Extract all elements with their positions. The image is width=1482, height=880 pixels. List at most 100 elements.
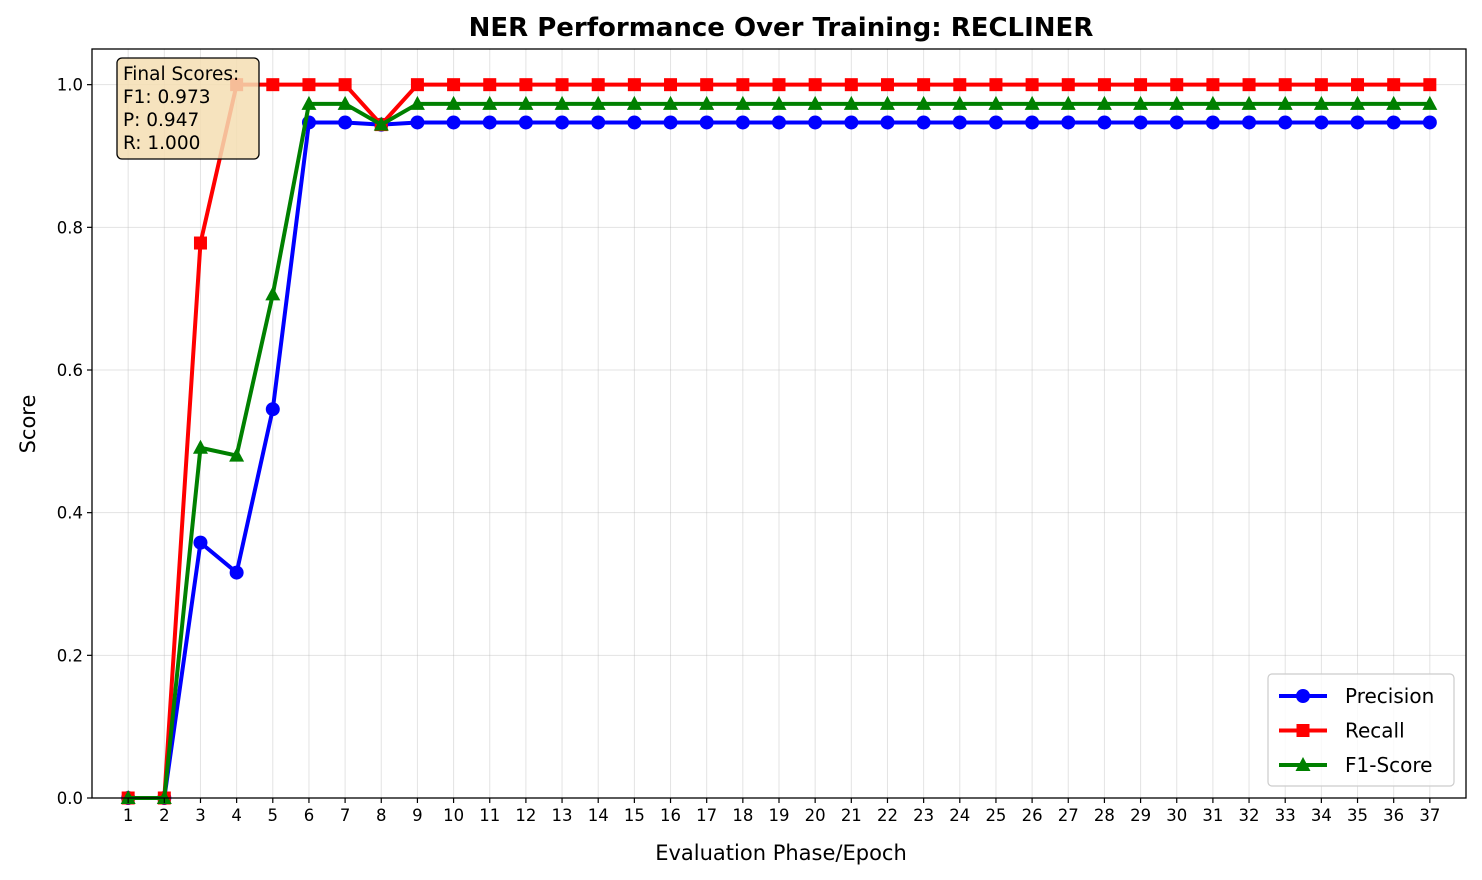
annotation-line-1: Final Scores: (123, 64, 239, 85)
x-axis: 1 2 3 4 5 6 7 8 9 10 11 12 13 14 15 16 17 18 19 20 21 22 23 24 2… (123, 798, 1440, 825)
precision-point (555, 115, 570, 130)
f1-score-point (229, 447, 245, 462)
f1-score-point (879, 95, 895, 110)
x-tick-label: 29 (1130, 806, 1151, 825)
f1-score-point (301, 95, 317, 110)
legend-marker-precision (1296, 689, 1310, 703)
legend: Precision Recall F1-Score (1267, 673, 1455, 787)
x-tick-label: 15 (624, 806, 645, 825)
recall-point (266, 78, 280, 92)
f1-score-point (482, 95, 498, 110)
recall-point (989, 78, 1003, 92)
recall-point (1097, 78, 1111, 92)
recall-point (1025, 78, 1039, 92)
precision-point (1133, 115, 1148, 130)
precision-point (699, 115, 714, 130)
f1-score-point (807, 95, 823, 110)
precision-point (1278, 115, 1293, 130)
precision-point (338, 115, 353, 130)
recall-point (880, 78, 894, 92)
x-tick-label: 13 (552, 806, 573, 825)
legend-label-precision: Precision (1345, 684, 1434, 708)
legend-label-f1-score: F1-Score (1345, 753, 1432, 777)
x-tick-label: 25 (985, 806, 1006, 825)
recall-point (338, 78, 352, 92)
legend-marker-f1-score (1295, 757, 1311, 771)
y-tick-label: 1.0 (57, 76, 83, 95)
f1-score-point (120, 790, 136, 804)
recall-point (772, 78, 786, 92)
f1-score-point (518, 95, 534, 110)
x-tick-label: 23 (913, 806, 934, 825)
precision-point (844, 115, 859, 130)
x-tick-label: 27 (1058, 806, 1079, 825)
f1-score-point (1350, 95, 1366, 110)
x-tick-label: 30 (1166, 806, 1187, 825)
precision-point (518, 115, 533, 130)
y-tick-label: 0.4 (57, 504, 83, 523)
f1-score-point (1060, 95, 1076, 110)
x-tick-label: 31 (1202, 806, 1223, 825)
f1-score-point (446, 95, 462, 110)
f1-score-point (373, 116, 389, 131)
annotation-line-3: P: 0.947 (123, 110, 199, 131)
x-tick-label: 34 (1311, 806, 1332, 825)
annotation-line-4: R: 1.000 (123, 133, 200, 154)
recall-point (808, 78, 822, 92)
recall-point (1170, 78, 1184, 92)
chart-title: NER Performance Over Training: RECLINER (469, 13, 1094, 43)
x-tick-label: 32 (1239, 806, 1260, 825)
f1-score-point (554, 95, 570, 110)
f1-score-point (1024, 95, 1040, 110)
y-axis: 0.0 0.2 0.4 0.6 0.8 1.0 (57, 76, 92, 808)
legend-label-recall: Recall (1345, 719, 1405, 743)
x-tick-label: 19 (769, 806, 790, 825)
recall-point (917, 78, 931, 92)
y-tick-label: 0.0 (57, 789, 83, 808)
x-tick-label: 20 (805, 806, 826, 825)
f1-score-point (988, 95, 1004, 110)
recall-point (736, 78, 750, 92)
x-tick-label: 1 (123, 806, 134, 825)
recall-point (483, 78, 497, 92)
x-tick-label: 9 (412, 806, 423, 825)
precision-point (988, 115, 1003, 130)
precision-point (808, 115, 823, 130)
precision-point (591, 115, 606, 130)
x-tick-label: 36 (1383, 806, 1404, 825)
f1-score-point (626, 95, 642, 110)
precision-point (446, 115, 461, 130)
precision-point (1314, 115, 1329, 130)
f1-score-point (771, 95, 787, 110)
precision-point (193, 535, 208, 550)
f1-score-point (1386, 95, 1402, 110)
x-tick-label: 21 (841, 806, 862, 825)
x-tick-label: 18 (732, 806, 753, 825)
precision-point (229, 565, 244, 580)
recall-point (447, 78, 461, 92)
y-tick-label: 0.8 (57, 218, 83, 237)
f1-score-point (337, 95, 353, 110)
series-recall (121, 78, 1437, 805)
annotation-line-2: F1: 0.973 (123, 87, 211, 108)
precision-point (1205, 115, 1220, 130)
recall-point (1351, 78, 1365, 92)
f1-score-point (1313, 95, 1329, 110)
f1-score-point (1205, 95, 1221, 110)
f1-score-point (156, 790, 172, 804)
recall-point (1278, 78, 1292, 92)
recall-point (410, 78, 424, 92)
recall-point (1061, 78, 1075, 92)
f1-score-point (265, 286, 281, 301)
f1-score-point (1422, 95, 1438, 110)
legend-item-recall: Recall (1279, 719, 1405, 743)
x-tick-label: 12 (515, 806, 536, 825)
recall-point (193, 236, 207, 250)
x-tick-label: 22 (877, 806, 898, 825)
legend-item-f1-score: F1-Score (1279, 753, 1432, 777)
recall-point (664, 78, 678, 92)
f1-score-point (1096, 95, 1112, 110)
x-tick-label: 10 (443, 806, 464, 825)
precision-point (1025, 115, 1040, 130)
